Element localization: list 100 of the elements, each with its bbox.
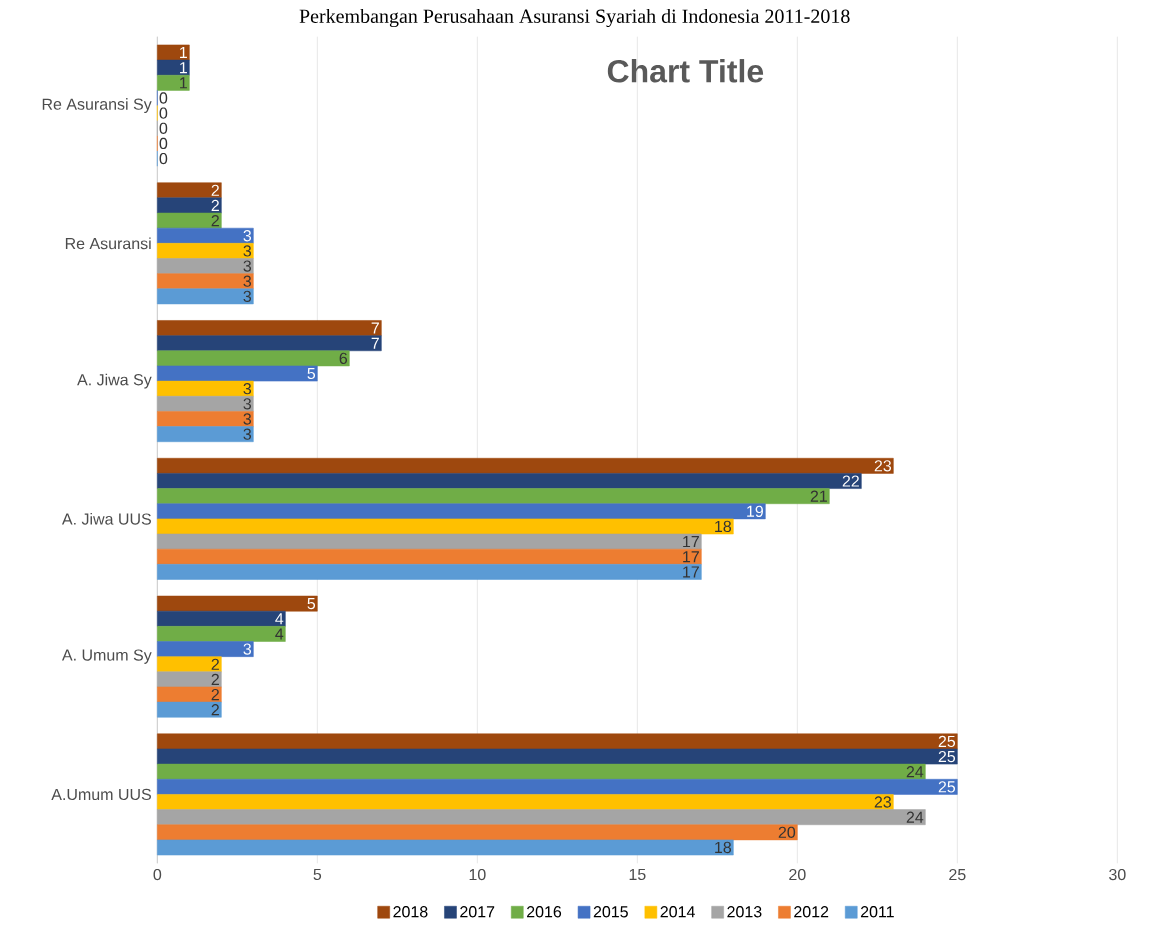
bar (157, 518, 734, 535)
legend-label: 2012 (794, 906, 829, 918)
legend-label: 2017 (460, 906, 495, 918)
bar (157, 701, 222, 718)
data-label: 24 (906, 766, 924, 778)
data-label: 2 (211, 215, 219, 227)
bar (157, 212, 222, 229)
y-tick-label: A.Umum UUS (51, 788, 151, 801)
legend-label: 2016 (527, 906, 562, 918)
data-label: 2 (211, 199, 219, 212)
data-label: 17 (683, 551, 699, 563)
data-label: 2 (211, 658, 219, 670)
y-tick-label: A. Jiwa Sy (77, 373, 152, 389)
data-label: 3 (243, 398, 252, 410)
data-label: 5 (307, 598, 316, 610)
bar (157, 779, 958, 795)
legend-label: 2018 (393, 906, 428, 918)
data-label: 25 (938, 781, 956, 793)
data-label: 0 (159, 137, 168, 150)
bar (157, 457, 894, 474)
data-label: 18 (715, 520, 732, 533)
bar (157, 335, 382, 352)
data-label: 1 (180, 77, 187, 89)
x-tick-label: 0 (153, 868, 162, 881)
data-label: 4 (275, 613, 284, 625)
data-label: 3 (243, 428, 252, 440)
bar (157, 182, 222, 199)
bar (157, 411, 254, 427)
data-label: 0 (159, 107, 168, 119)
y-tick-label: Re Asuransi (65, 237, 151, 250)
bar (157, 641, 254, 657)
data-label: 24 (906, 811, 924, 823)
bar (157, 350, 350, 367)
y-tick-label: Re Asuransi Sy (42, 98, 152, 114)
data-label: 3 (243, 413, 252, 425)
data-label: 0 (159, 122, 168, 134)
data-label: 7 (371, 322, 379, 334)
data-label: 3 (243, 643, 252, 655)
data-label: 3 (243, 245, 252, 257)
data-label: 2 (211, 704, 219, 716)
bar (157, 227, 254, 244)
bar (157, 426, 254, 442)
bar (157, 320, 382, 336)
bar (157, 380, 254, 397)
data-label: 22 (842, 475, 859, 487)
data-label: 23 (874, 460, 892, 472)
x-tick-label: 20 (789, 868, 806, 881)
data-label: 0 (159, 152, 168, 165)
bar (157, 824, 798, 841)
data-label: 2 (211, 184, 219, 196)
y-tick-label: A. Umum Sy (61, 649, 152, 664)
data-label: 5 (307, 367, 316, 380)
bar (157, 564, 702, 580)
bar (157, 671, 222, 688)
legend-label: 2014 (660, 906, 695, 918)
text: Chart Title (607, 59, 764, 83)
bar (157, 488, 830, 504)
bar (157, 626, 286, 642)
data-label: 3 (243, 230, 252, 242)
data-label: 3 (243, 290, 252, 303)
data-label: 19 (747, 505, 763, 517)
data-label: 23 (874, 796, 892, 808)
bar (157, 656, 222, 673)
bar (157, 809, 926, 826)
data-label: 3 (243, 383, 252, 395)
bar (157, 74, 190, 91)
bar (157, 273, 254, 290)
bar (157, 533, 702, 550)
bar (157, 595, 318, 612)
data-label: 17 (683, 566, 699, 578)
bar (157, 839, 734, 856)
x-tick-label: 25 (949, 868, 966, 881)
bar (157, 548, 702, 565)
legend-label: 2013 (727, 906, 762, 918)
x-tick-label: 5 (313, 868, 322, 881)
bar (157, 395, 254, 412)
data-label: 1 (180, 47, 187, 59)
bar (157, 733, 958, 750)
x-tick-label: 15 (629, 868, 646, 881)
data-label: 7 (371, 337, 379, 349)
bar (157, 686, 222, 703)
bar (157, 748, 958, 765)
bar (157, 288, 254, 305)
data-label: 2 (211, 673, 219, 685)
bar (157, 258, 254, 274)
x-tick-label: 30 (1109, 868, 1126, 881)
x-tick-label: 10 (469, 868, 486, 881)
bar (157, 503, 766, 520)
bar (157, 197, 222, 214)
data-label: 4 (275, 628, 284, 640)
data-label: 25 (938, 735, 956, 748)
data-label: 6 (339, 352, 348, 365)
data-label: 21 (810, 490, 827, 502)
data-label: 20 (778, 826, 796, 838)
bar (157, 44, 190, 61)
data-label: 25 (938, 750, 956, 763)
bar (157, 610, 286, 627)
bar (157, 473, 862, 489)
bar (157, 59, 190, 76)
data-label: 3 (243, 275, 252, 287)
